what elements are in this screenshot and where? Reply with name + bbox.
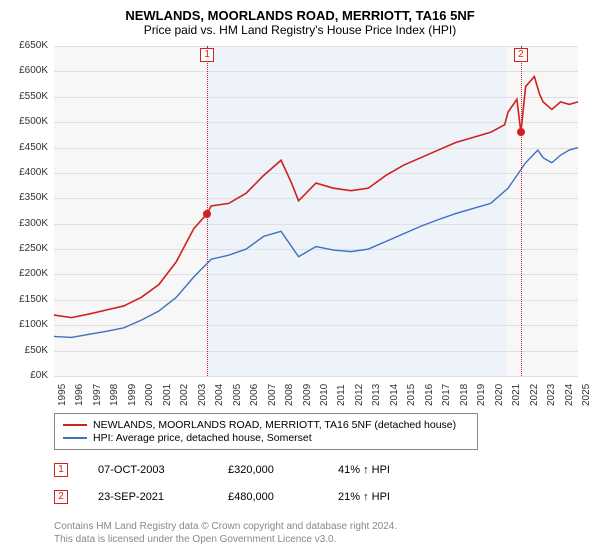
legend-item: NEWLANDS, MOORLANDS ROAD, MERRIOTT, TA16… xyxy=(63,419,469,431)
sale-price: £320,000 xyxy=(228,464,318,476)
sale-date: 23-SEP-2021 xyxy=(98,491,208,503)
x-tick-label: 1997 xyxy=(92,384,103,406)
x-tick-label: 2002 xyxy=(179,384,190,406)
legend-item: HPI: Average price, detached house, Some… xyxy=(63,432,469,444)
x-tick-label: 1999 xyxy=(127,384,138,406)
x-tick-label: 2015 xyxy=(406,384,417,406)
sale-date: 07-OCT-2003 xyxy=(98,464,208,476)
x-tick-label: 2005 xyxy=(232,384,243,406)
legend-swatch xyxy=(63,437,87,439)
x-tick-label: 1996 xyxy=(74,384,85,406)
x-tick-label: 2017 xyxy=(441,384,452,406)
footer-attribution: Contains HM Land Registry data © Crown c… xyxy=(54,520,397,546)
x-tick-label: 1995 xyxy=(57,384,68,406)
x-tick-label: 2009 xyxy=(302,384,313,406)
x-tick-label: 2003 xyxy=(197,384,208,406)
x-tick-label: 2000 xyxy=(144,384,155,406)
legend-swatch xyxy=(63,424,87,426)
x-tick-label: 2007 xyxy=(267,384,278,406)
x-tick-label: 2013 xyxy=(371,384,382,406)
x-tick-label: 2006 xyxy=(249,384,260,406)
series-property xyxy=(54,76,578,317)
legend-label: NEWLANDS, MOORLANDS ROAD, MERRIOTT, TA16… xyxy=(93,419,456,431)
sale-row-box: 2 xyxy=(54,490,68,504)
sale-price: £480,000 xyxy=(228,491,318,503)
x-tick-label: 2023 xyxy=(546,384,557,406)
x-tick-label: 2020 xyxy=(494,384,505,406)
x-tick-label: 2024 xyxy=(564,384,575,406)
x-tick-label: 2011 xyxy=(336,384,347,406)
footer-line-1: Contains HM Land Registry data © Crown c… xyxy=(54,520,397,533)
x-tick-label: 2025 xyxy=(581,384,592,406)
sale-diff: 41% ↑ HPI xyxy=(338,464,390,476)
x-tick-label: 2018 xyxy=(459,384,470,406)
x-tick-label: 2014 xyxy=(389,384,400,406)
sale-row: 1 07-OCT-2003 £320,000 41% ↑ HPI xyxy=(54,463,390,477)
chart-svg xyxy=(0,0,600,378)
x-tick-label: 2022 xyxy=(529,384,540,406)
sale-row: 2 23-SEP-2021 £480,000 21% ↑ HPI xyxy=(54,490,390,504)
sale-diff: 21% ↑ HPI xyxy=(338,491,390,503)
x-tick-label: 2004 xyxy=(214,384,225,406)
footer-line-2: This data is licensed under the Open Gov… xyxy=(54,533,397,546)
x-tick-label: 2016 xyxy=(424,384,435,406)
sale-row-box: 1 xyxy=(54,463,68,477)
series-hpi xyxy=(54,148,578,338)
x-tick-label: 1998 xyxy=(109,384,120,406)
x-tick-label: 2021 xyxy=(511,384,522,406)
legend: NEWLANDS, MOORLANDS ROAD, MERRIOTT, TA16… xyxy=(54,413,478,450)
legend-label: HPI: Average price, detached house, Some… xyxy=(93,432,312,444)
x-tick-label: 2012 xyxy=(354,384,365,406)
x-tick-label: 2010 xyxy=(319,384,330,406)
x-tick-label: 2019 xyxy=(476,384,487,406)
x-tick-label: 2001 xyxy=(162,384,173,406)
x-tick-label: 2008 xyxy=(284,384,295,406)
